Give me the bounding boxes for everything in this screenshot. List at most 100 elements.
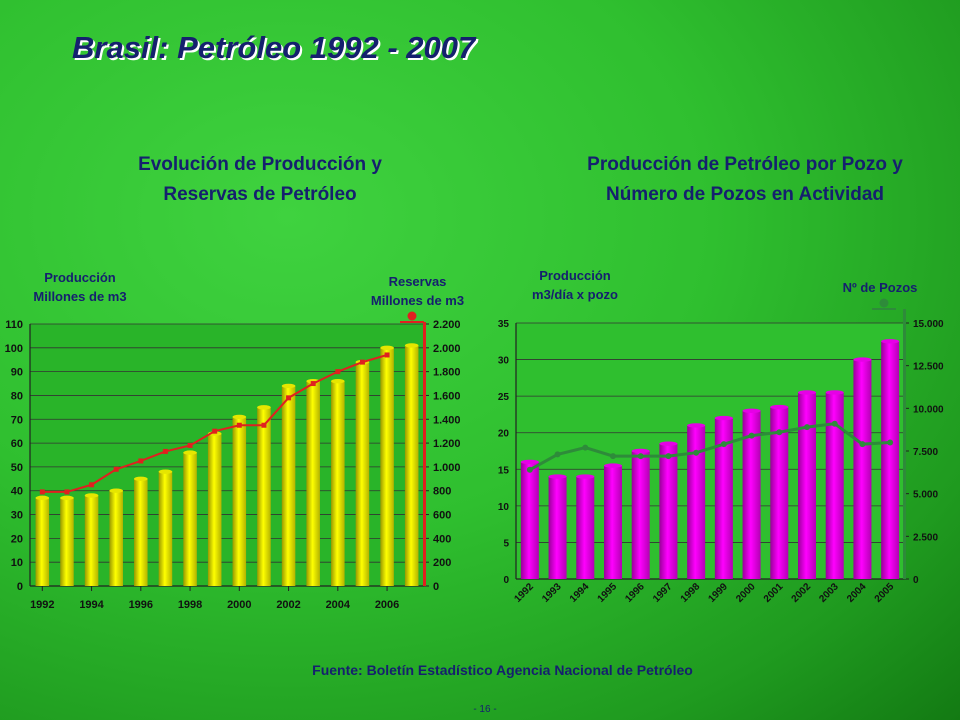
left-chart-bar (404, 345, 419, 586)
left-chart-bar-top (331, 378, 345, 384)
left-chart-line-point (64, 489, 70, 495)
left-chart-line-point (384, 352, 390, 358)
right-chart-y-tick-label: 30 (498, 356, 510, 367)
right-chart-bar-top (770, 404, 789, 410)
right-chart-bar-top (797, 390, 817, 395)
left-chart-x-tick-label: 2004 (326, 599, 351, 611)
right-chart-y-tick-label: 0 (503, 575, 509, 586)
right-chart-bar (687, 425, 706, 579)
right-chart-line-point (776, 429, 783, 436)
right-chart-x-tick-label: 1992 (512, 581, 536, 605)
left-chart-y2-tick-label: 2.200 (433, 319, 461, 331)
left-chart-legend-key-marker (407, 311, 417, 321)
right-chart-y-tick-label: 25 (498, 392, 510, 403)
left-chart-line-point (359, 359, 365, 365)
left-chart-bar-top (158, 469, 173, 474)
right-chart-x-tick-label: 1996 (623, 581, 647, 605)
left-chart-x-tick-label: 2002 (276, 599, 300, 611)
right-chart-bar (576, 476, 595, 579)
right-chart-x-tick-label: 2001 (762, 581, 786, 605)
left-chart-bar-top (257, 405, 271, 410)
left-chart-y-tick-label: 30 (11, 510, 23, 522)
left-chart-x-tick-label: 1998 (178, 599, 202, 611)
left-chart-bar (331, 381, 345, 586)
right-chart-x-tick-label: 2003 (817, 581, 841, 605)
right-chart-y-tick-label: 20 (498, 429, 510, 440)
right-chart-x-tick-label: 1993 (540, 581, 564, 605)
right-chart-bar-top (714, 415, 733, 421)
left-chart-bar (84, 495, 99, 586)
source-note: Fuente: Boletín Estadístico Agencia Naci… (312, 662, 693, 678)
left-chart-bar (232, 416, 247, 586)
left-chart-y2-tick-label: 1.200 (433, 438, 461, 450)
right-chart-title: Producción de Petróleo por Pozo y Número… (587, 154, 903, 205)
right-chart-x-tick-label: 1998 (679, 581, 703, 605)
left-chart-y-tick-label: 90 (11, 367, 23, 379)
right-chart-line-point (582, 444, 589, 451)
left-chart-line-point (310, 381, 316, 387)
left-chart-line-point (89, 482, 95, 488)
left-chart-title: Evolución de Producción y Reservas de Pe… (138, 154, 382, 205)
left-chart-bar-top (84, 493, 99, 498)
left-chart-bar (380, 347, 394, 586)
left-chart-y2-tick-label: 1.600 (433, 390, 461, 402)
left-chart-bar-top (183, 450, 197, 455)
left-chart-bar (281, 385, 296, 586)
left-chart-line-point (187, 442, 193, 448)
right-chart-line-point (665, 453, 672, 460)
left-chart-line-point (212, 428, 218, 434)
right-chart-line-point (804, 424, 810, 431)
left-chart-y-tick-label: 110 (5, 319, 23, 331)
left-chart-y2-tick-label: 2.000 (433, 343, 461, 355)
left-chart-bar (60, 497, 74, 586)
left-chart-bar (306, 381, 320, 586)
left-chart-bar-top (281, 383, 296, 389)
left-chart-bar (158, 471, 173, 586)
left-chart-bar-top (380, 345, 394, 351)
right-chart-bar (797, 392, 817, 579)
right-chart-y2-tick-label: 0 (913, 575, 919, 586)
right-chart-bar (659, 443, 678, 579)
right-chart-x-tick-label: 1997 (651, 581, 675, 605)
right-chart-bar (770, 407, 789, 579)
right-chart-line-point (748, 432, 755, 439)
left-chart-y2-tick-label: 200 (433, 557, 451, 569)
left-chart-left-axis-label: Producción Millones de m3 (33, 270, 127, 304)
left-chart-bar (257, 407, 271, 586)
left-chart-x-tick-label: 2000 (227, 599, 251, 611)
right-chart-bar-top (603, 463, 623, 468)
right-chart-line-point (720, 441, 727, 448)
right-chart-line-point (859, 441, 866, 448)
left-chart-y2-tick-label: 600 (433, 510, 451, 522)
right-chart-x-tick-label: 1995 (596, 581, 620, 605)
right-chart-bar (631, 451, 650, 579)
page-title: Brasil: Petróleo 1992 - 2007 (72, 30, 476, 65)
left-chart-bar (109, 490, 123, 586)
right-chart-y2-tick-label: 7.500 (913, 447, 938, 458)
right-chart-line-point (554, 451, 561, 458)
left-chart-bar (207, 433, 222, 586)
right-chart-line-point (831, 420, 838, 427)
right-chart-x-tick-label: 2004 (845, 581, 869, 605)
right-chart-x-tick-label: 2000 (734, 581, 758, 605)
left-chart-y2-tick-label: 800 (433, 486, 451, 498)
left-chart-bar-top (109, 488, 123, 493)
right-chart-bar-top (825, 390, 844, 395)
right-chart-bar-top (659, 441, 678, 446)
left-chart-y2-tick-label: 1.800 (433, 367, 461, 379)
left-chart-x-tick-label: 2006 (375, 599, 399, 611)
right-chart-bar (520, 461, 539, 579)
left-chart-bar (355, 362, 370, 586)
right-chart-bar (881, 341, 900, 579)
right-chart-y2-tick-label: 12.500 (913, 362, 944, 373)
left-chart-y2-tick-label: 400 (433, 533, 451, 545)
left-chart-y-tick-label: 50 (11, 462, 23, 474)
right-chart-y2-tick-label: 2.500 (913, 532, 938, 543)
left-chart-line-point (261, 422, 267, 428)
left-chart-y-tick-label: 20 (11, 533, 23, 545)
left-chart-x-tick-label: 1996 (129, 599, 153, 611)
right-chart-y2-tick-label: 10.000 (913, 404, 944, 415)
right-chart-bar-top (631, 448, 650, 454)
left-chart-line-point (39, 489, 45, 495)
right-chart-y-tick-label: 15 (498, 465, 510, 476)
